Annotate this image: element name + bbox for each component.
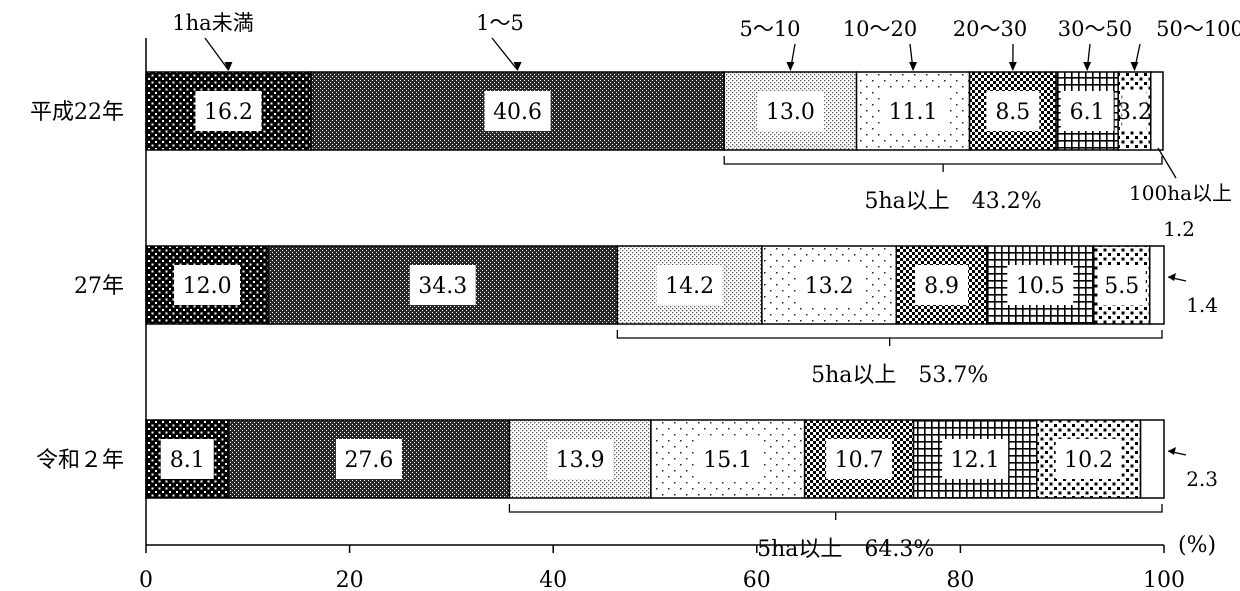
last-segment-leader — [1157, 147, 1177, 179]
last-segment-label: 2.3 — [1186, 467, 1218, 491]
legend-arrowhead — [786, 62, 795, 71]
x-tick-label: 40 — [539, 568, 567, 591]
data-label-box — [796, 265, 863, 305]
data-label: 3.2 — [1117, 100, 1152, 125]
summary-label: 5ha以上 43.2% — [865, 189, 1042, 214]
x-tick-group: 0 20 40 60 80 100 — [139, 545, 1185, 591]
data-label: 8.1 — [170, 448, 205, 473]
data-label: 34.3 — [418, 274, 467, 299]
data-label-box — [757, 91, 824, 131]
data-label-box — [1007, 265, 1074, 305]
data-label: 16.2 — [204, 100, 253, 125]
last-segment-label: 1.2 — [1163, 217, 1195, 241]
bar-segment — [1148, 245, 1165, 325]
legend-arrowhead — [1083, 62, 1092, 71]
data-label: 8.9 — [924, 274, 959, 299]
data-label-box — [195, 91, 262, 131]
summary-brace — [508, 504, 1163, 520]
x-axis-unit: (%) — [1178, 533, 1216, 558]
data-label-box — [160, 439, 214, 479]
last-segment-arrowhead — [1168, 273, 1176, 281]
summary-label: 5ha以上 64.3% — [757, 537, 934, 562]
data-label: 10.7 — [835, 448, 884, 473]
data-label-box — [915, 265, 969, 305]
legend-arrowhead — [1008, 62, 1017, 71]
data-label-box — [1122, 91, 1147, 131]
data-label: 12.1 — [951, 448, 1000, 473]
legend-label: 50～100 — [1156, 17, 1240, 41]
legend-group: 1ha未満 1～5 5～10 10～20 20～30 30～50 50～100 100ha以上 — [172, 11, 1240, 205]
last-segment-arrowhead — [1168, 447, 1176, 455]
last-segment-label: 1.4 — [1186, 293, 1218, 317]
legend-label: 30～50 — [1058, 17, 1132, 41]
data-label: 13.0 — [766, 100, 815, 125]
data-label: 40.6 — [493, 100, 542, 125]
data-label: 5.5 — [1104, 274, 1139, 299]
data-label-box — [656, 265, 723, 305]
summary-brace — [723, 156, 1163, 172]
data-label-box — [1097, 265, 1146, 305]
data-label-box — [409, 265, 476, 305]
bar-segment — [1150, 71, 1164, 151]
category-label: 令和２年 — [36, 448, 124, 473]
legend-arrow — [204, 37, 229, 71]
x-tick-label: 0 — [139, 568, 153, 591]
legend-arrowhead — [909, 62, 918, 71]
x-tick-label: 80 — [946, 568, 974, 591]
data-label: 13.9 — [556, 448, 605, 473]
data-label: 27.6 — [344, 448, 393, 473]
legend-arrow — [491, 37, 519, 71]
data-label-box — [986, 91, 1040, 131]
x-tick-label: 20 — [336, 568, 364, 591]
legend-label: 1ha未満 — [172, 11, 253, 35]
summary-label: 5ha以上 53.7% — [811, 363, 988, 388]
small-segment-labels: 1.2 1.4 2.3 — [1157, 147, 1218, 491]
data-label-box — [942, 439, 1009, 479]
legend-arrowhead — [1130, 62, 1139, 71]
bars-group: 16.2 40.6 13.0 11.1 8.5 6.1 3.2 12.0 34.3 14.2 13.… — [145, 71, 1165, 499]
legend-label: 1～5 — [476, 11, 524, 35]
data-label-box — [1055, 439, 1122, 479]
data-label: 10.5 — [1016, 274, 1065, 299]
summary-brace — [616, 330, 1163, 346]
data-label: 10.2 — [1064, 448, 1113, 473]
legend-label: 5～10 — [739, 17, 800, 41]
data-label: 15.1 — [703, 448, 752, 473]
legend-label: 10～20 — [843, 17, 917, 41]
data-label: 12.0 — [183, 274, 232, 299]
data-label-box — [484, 91, 551, 131]
data-label: 8.5 — [995, 100, 1030, 125]
data-label-box — [335, 439, 402, 479]
category-label: 平成22年 — [30, 100, 124, 125]
bar-segment — [1139, 419, 1165, 499]
data-label: 6.1 — [1070, 100, 1105, 125]
legend-label-100ha: 100ha以上 — [1129, 181, 1232, 205]
summary-brace-group: 5ha以上 43.2% 5ha以上 53.7% 5ha以上 64.3% — [508, 156, 1163, 562]
data-label-box — [174, 265, 241, 305]
legend-label: 20～30 — [953, 17, 1027, 41]
category-label: 27年 — [74, 274, 124, 299]
data-label-box — [826, 439, 893, 479]
data-label: 13.2 — [805, 274, 854, 299]
data-label-box — [1060, 91, 1114, 131]
x-tick-label: 60 — [743, 568, 771, 591]
data-label: 14.2 — [665, 274, 714, 299]
x-tick-label: 100 — [1143, 568, 1185, 591]
data-label-box — [694, 439, 761, 479]
data-label-box — [547, 439, 614, 479]
data-label-box — [880, 91, 947, 131]
data-label: 11.1 — [889, 100, 938, 125]
legend-arrowhead — [224, 62, 233, 71]
legend-arrowhead — [513, 62, 522, 71]
